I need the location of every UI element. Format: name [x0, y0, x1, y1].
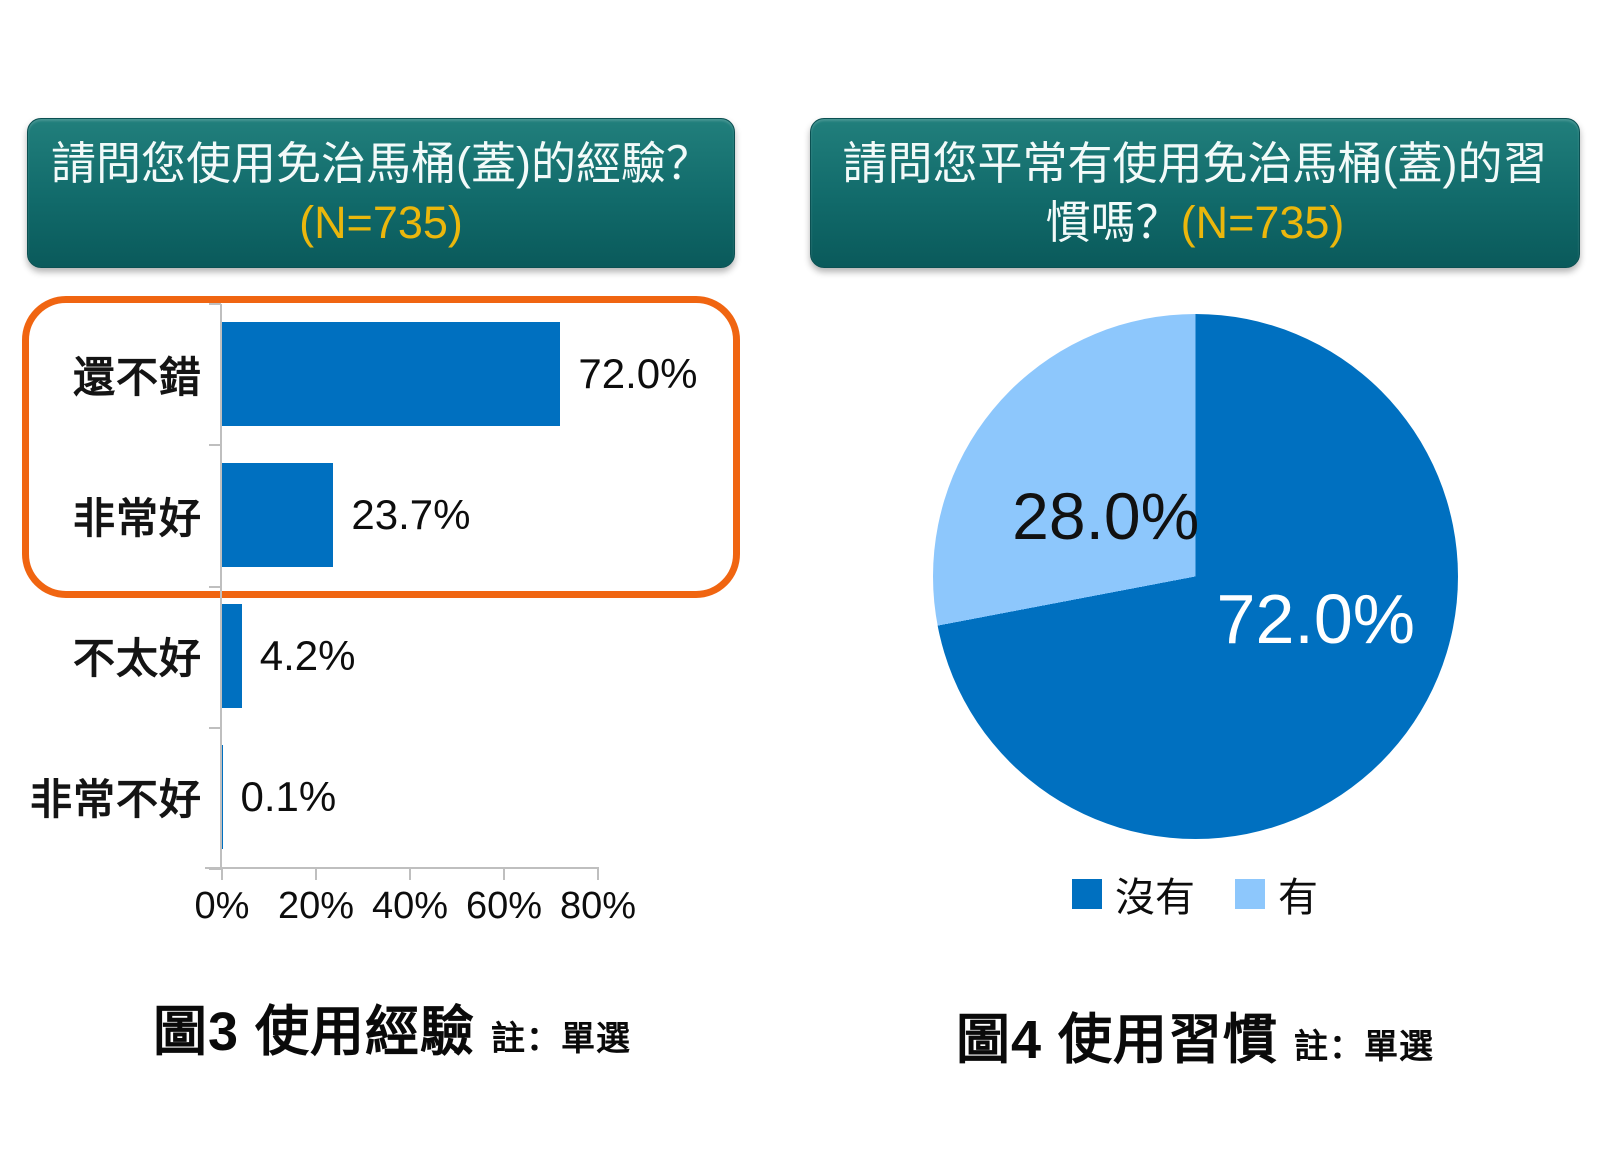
- x-axis-tick: [315, 869, 317, 880]
- right-caption-note: 註：單選: [1294, 1028, 1435, 1066]
- bar-category-label: 非常不好: [29, 776, 202, 824]
- legend-label: 沒有: [1115, 876, 1195, 920]
- y-axis-tick: [209, 444, 221, 447]
- habit-chart-panel: 請問您平常有使用免治馬桶(蓋)的習慣嗎？(N=735) 72.0% 28.0% …: [810, 118, 1580, 1074]
- right-sample-size: (N=735): [1180, 197, 1345, 248]
- y-axis: [220, 304, 222, 869]
- bar-row: 非常不好 0.1%: [22, 726, 762, 867]
- legend-swatch: [1072, 879, 1102, 909]
- bar: [222, 463, 334, 568]
- right-title-box: 請問您平常有使用免治馬桶(蓋)的習慣嗎？(N=735): [810, 118, 1580, 268]
- bar-track: [222, 603, 598, 708]
- x-axis-tick-label: 80%: [559, 885, 637, 927]
- x-axis-tick-label: 60%: [465, 885, 543, 927]
- bar-category-label: 非常好: [72, 494, 202, 542]
- bar-row: 不太好 4.2%: [22, 586, 762, 727]
- left-sample-size: (N=735): [299, 197, 463, 248]
- x-axis-tick: [597, 869, 599, 880]
- x-axis-tick: [409, 869, 411, 880]
- right-chart-caption: 圖4 使用習慣 註：單選: [810, 995, 1580, 1074]
- left-title-box: 請問您使用免治馬桶(蓋)的經驗？ (N=735): [27, 118, 735, 268]
- x-axis-tick-label: 40%: [371, 885, 449, 927]
- y-axis-tick: [209, 868, 221, 870]
- y-axis-tick: [209, 585, 221, 588]
- bar-category-label: 不太好: [72, 635, 202, 683]
- experience-chart-panel: 請問您使用免治馬桶(蓋)的經驗？ (N=735) 還不錯 72.0% 非常好 23.7%…: [22, 118, 762, 1066]
- x-axis-tick: [221, 869, 223, 880]
- bar-row: 非常好 23.7%: [22, 445, 762, 586]
- pie-chart: 72.0% 28.0%: [932, 314, 1458, 839]
- legend-item: 有: [1235, 865, 1318, 923]
- legend-label: 有: [1278, 876, 1318, 920]
- bar: [222, 603, 242, 708]
- bar-track: [222, 322, 598, 427]
- highlight-annotation-box: [22, 296, 740, 598]
- bar-value-label: 72.0%: [578, 350, 698, 398]
- x-axis-ticks: 0% 20% 40% 60% 80%: [195, 869, 636, 929]
- x-axis-tick-label: 20%: [277, 885, 355, 927]
- y-axis-ticks: [209, 303, 221, 870]
- left-chart-caption: 圖3 使用經驗 註：單選: [22, 987, 762, 1066]
- pie-legend: 沒有 有: [810, 865, 1580, 923]
- legend-item: 沒有: [1072, 865, 1195, 923]
- left-caption-note: 註：單選: [491, 1020, 632, 1058]
- pie-slice-label-no: 72.0%: [1216, 579, 1415, 658]
- pie-circle: [932, 314, 1458, 839]
- legend-swatch: [1235, 879, 1265, 909]
- bar-value-label: 0.1%: [240, 772, 337, 820]
- bar-chart: 還不錯 72.0% 非常好 23.7% 不太好 4.2% 非常不好 0.1% 0% 20% 40%…: [22, 296, 762, 927]
- bar-track: [222, 744, 598, 849]
- right-question-title: 請問您平常有使用免治馬桶(蓋)的習慣嗎？(N=735): [831, 134, 1559, 253]
- bar-track: [222, 463, 598, 568]
- y-axis-tick: [209, 726, 221, 729]
- x-axis-tick-label: 0%: [194, 885, 250, 927]
- bar-rows: 還不錯 72.0% 非常好 23.7% 不太好 4.2% 非常不好 0.1%: [22, 304, 762, 867]
- pie-slice-label-yes: 28.0%: [1012, 479, 1200, 554]
- right-question-text: 請問您平常有使用免治馬桶(蓋)的習慣嗎？: [842, 137, 1548, 248]
- right-caption-text: 圖4 使用習慣: [955, 1010, 1279, 1070]
- y-axis-tick: [209, 303, 221, 305]
- left-question-title: 請問您使用免治馬桶(蓋)的經驗？ (N=735): [48, 134, 714, 253]
- bar-row: 還不錯 72.0%: [22, 304, 762, 445]
- x-axis-tick: [503, 869, 505, 880]
- left-question-text: 請問您使用免治馬桶(蓋)的經驗？: [51, 137, 711, 189]
- bar-value-label: 4.2%: [259, 631, 356, 679]
- left-caption-text: 圖3 使用經驗: [152, 1002, 476, 1062]
- x-axis: [205, 867, 599, 869]
- bar: [222, 322, 561, 427]
- bar-value-label: 23.7%: [351, 491, 471, 539]
- bar-category-label: 還不錯: [72, 353, 202, 401]
